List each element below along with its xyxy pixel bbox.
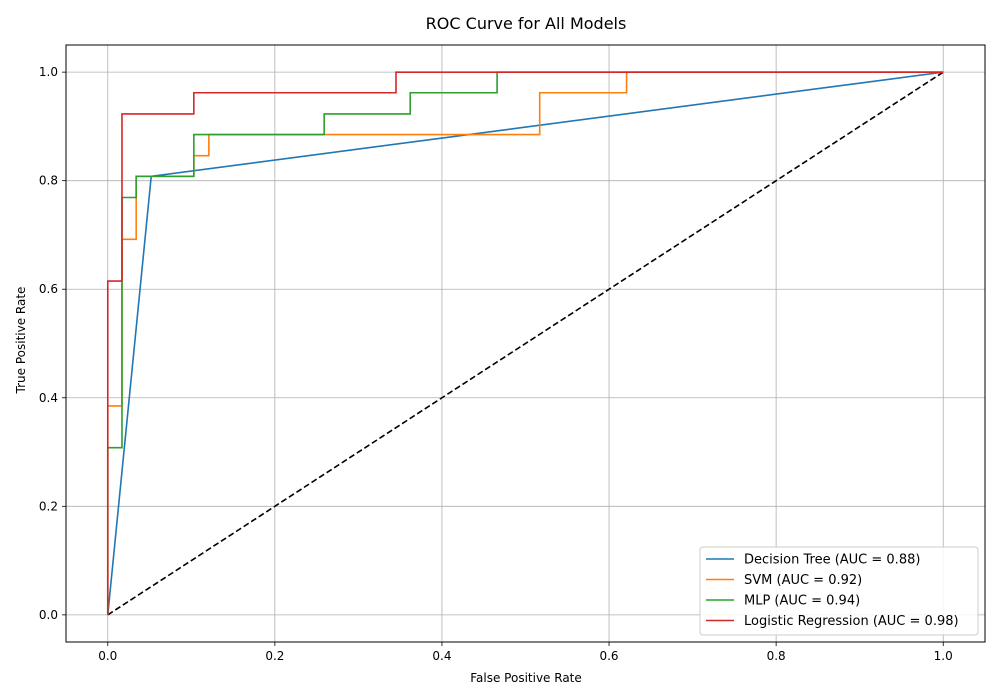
series-line-2 xyxy=(106,71,944,615)
grid xyxy=(66,45,985,642)
plot-frame xyxy=(65,44,986,643)
legend-label: MLP (AUC = 0.94) xyxy=(744,594,860,609)
x-tick-label: 0.0 xyxy=(98,649,117,663)
legend-label: Logistic Regression (AUC = 0.98) xyxy=(744,614,959,629)
x-axis-label: False Positive Rate xyxy=(470,671,582,685)
y-tick-label: 0.6 xyxy=(39,282,58,296)
legend-label: SVM (AUC = 0.92) xyxy=(744,573,862,588)
y-tick-label: 1.0 xyxy=(39,65,58,79)
y-tick-label: 0.4 xyxy=(39,391,58,405)
series-line-3 xyxy=(106,71,944,615)
axis-ticks: 0.0 0.2 0.4 0.6 0.8 1.0 0.0 0.2 0.4 0.6 0.8 1.0 xyxy=(39,65,953,663)
x-tick-label: 0.8 xyxy=(767,649,786,663)
y-tick-label: 0.0 xyxy=(39,608,58,622)
chance-reference-line xyxy=(107,71,944,616)
plot-series xyxy=(106,71,944,616)
legend: Decision Tree (AUC = 0.88) SVM (AUC = 0.9… xyxy=(699,546,979,636)
y-axis-label: True Positive Rate xyxy=(14,287,28,395)
x-tick-label: 0.4 xyxy=(432,649,451,663)
x-tick-label: 0.6 xyxy=(599,649,618,663)
x-tick-label: 1.0 xyxy=(934,649,953,663)
chart-title: ROC Curve for All Models xyxy=(426,14,627,33)
y-tick-label: 0.2 xyxy=(39,499,58,513)
legend-box xyxy=(699,546,979,636)
x-tick-label: 0.2 xyxy=(265,649,284,663)
legend-label: Decision Tree (AUC = 0.88) xyxy=(744,553,920,568)
y-tick-label: 0.8 xyxy=(39,174,58,188)
